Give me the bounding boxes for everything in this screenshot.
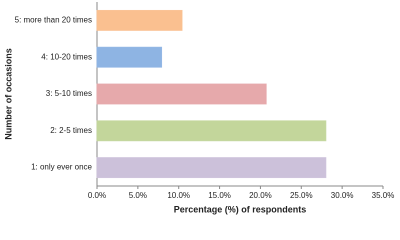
x-tick-label: 10.0%: [167, 191, 190, 200]
y-tick-label: 4: 10-20 times: [41, 52, 92, 61]
x-tick-label: 25.0%: [290, 191, 313, 200]
bar: [96, 83, 267, 105]
y-tick-label: 2: 2-5 times: [50, 126, 92, 135]
bar: [96, 9, 183, 31]
x-tick-label: 0.0%: [88, 191, 106, 200]
y-axis-title: Number of occasions: [3, 48, 13, 140]
bar: [96, 120, 327, 142]
x-tick-label: 5.0%: [129, 191, 147, 200]
y-tick-label: 3: 5-10 times: [46, 89, 92, 98]
x-tick-label: 20.0%: [249, 191, 272, 200]
y-tick-label: 5: more than 20 times: [15, 16, 92, 25]
y-tick-label: 1: only ever once: [31, 163, 92, 172]
x-tick-label: 35.0%: [372, 191, 395, 200]
bar: [96, 157, 327, 179]
x-tick-label: 30.0%: [331, 191, 354, 200]
x-axis-title: Percentage (%) of respondents: [174, 204, 307, 214]
x-tick-label: 15.0%: [208, 191, 231, 200]
chart: Percentage (%) of respondents Number of …: [3, 2, 395, 214]
bar: [96, 46, 163, 68]
